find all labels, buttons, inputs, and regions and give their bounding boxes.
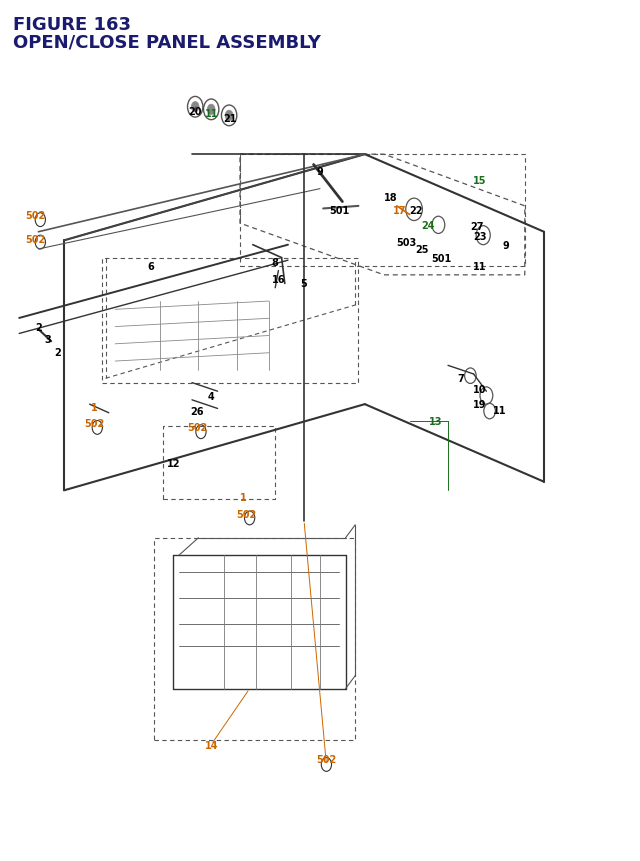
Text: 501: 501: [329, 206, 349, 216]
Text: 18: 18: [383, 193, 397, 203]
Text: 8: 8: [272, 257, 278, 268]
Text: 502: 502: [25, 210, 45, 220]
Text: 3: 3: [45, 335, 51, 345]
Text: 502: 502: [25, 234, 45, 245]
Text: 6: 6: [147, 262, 154, 272]
Text: 10: 10: [473, 384, 487, 394]
Text: 22: 22: [409, 206, 423, 216]
Circle shape: [191, 102, 199, 113]
Text: 502: 502: [187, 423, 207, 433]
Text: 502: 502: [236, 509, 257, 519]
Text: 21: 21: [223, 114, 237, 124]
Text: 2: 2: [54, 348, 61, 358]
Text: 14: 14: [204, 740, 218, 750]
Text: 20: 20: [188, 107, 202, 117]
Text: 27: 27: [470, 221, 484, 232]
Text: 25: 25: [415, 245, 429, 255]
Text: 4: 4: [208, 391, 214, 401]
Text: 2: 2: [35, 322, 42, 332]
Text: 501: 501: [431, 253, 452, 263]
Text: 24: 24: [420, 220, 435, 231]
Text: 23: 23: [473, 232, 487, 242]
Text: 12: 12: [167, 458, 181, 468]
Text: 15: 15: [473, 176, 487, 186]
Text: 16: 16: [271, 275, 285, 285]
Text: OPEN/CLOSE PANEL ASSEMBLY: OPEN/CLOSE PANEL ASSEMBLY: [13, 34, 321, 52]
Circle shape: [207, 105, 215, 115]
Text: 502: 502: [316, 754, 337, 765]
Text: 502: 502: [84, 418, 105, 429]
Text: 11: 11: [473, 262, 487, 272]
Text: FIGURE 163: FIGURE 163: [13, 16, 131, 34]
Text: 26: 26: [190, 406, 204, 417]
Text: 19: 19: [473, 400, 487, 410]
Text: 1: 1: [92, 402, 98, 412]
Text: 17: 17: [393, 206, 407, 216]
Text: 503: 503: [396, 238, 417, 248]
Text: 11: 11: [204, 108, 218, 119]
Text: 9: 9: [502, 240, 509, 251]
Circle shape: [225, 111, 233, 121]
Text: 9: 9: [317, 167, 323, 177]
Text: 11: 11: [492, 406, 506, 416]
Text: 7: 7: [458, 374, 464, 384]
Text: 1: 1: [240, 492, 246, 503]
Text: 5: 5: [301, 279, 307, 289]
Text: 13: 13: [428, 417, 442, 427]
